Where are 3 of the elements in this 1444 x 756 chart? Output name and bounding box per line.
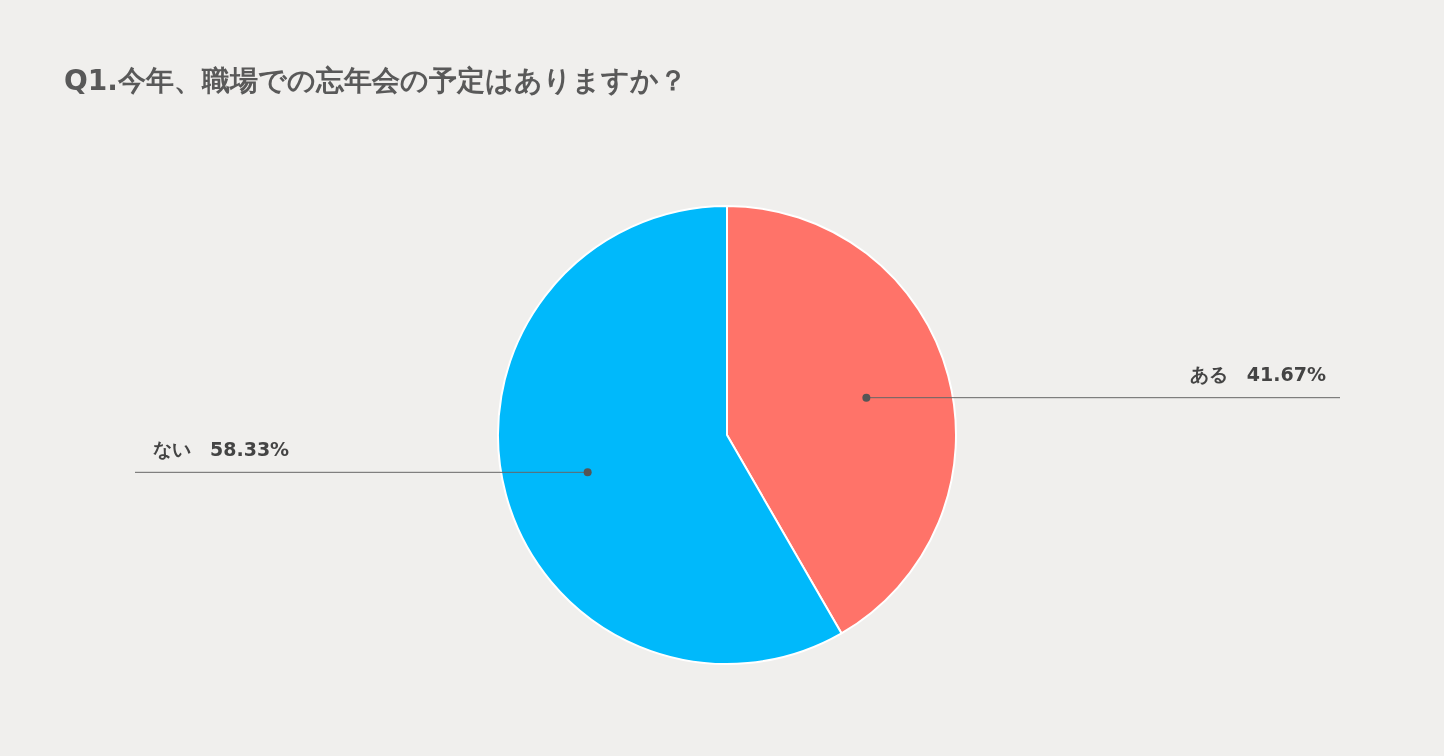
slice-label: ない 58.33% — [153, 437, 290, 460]
chart-title: Q1.今年、職場での忘年会の予定はありますか？ — [64, 63, 687, 99]
slice-label: ある 41.67% — [1189, 363, 1326, 386]
